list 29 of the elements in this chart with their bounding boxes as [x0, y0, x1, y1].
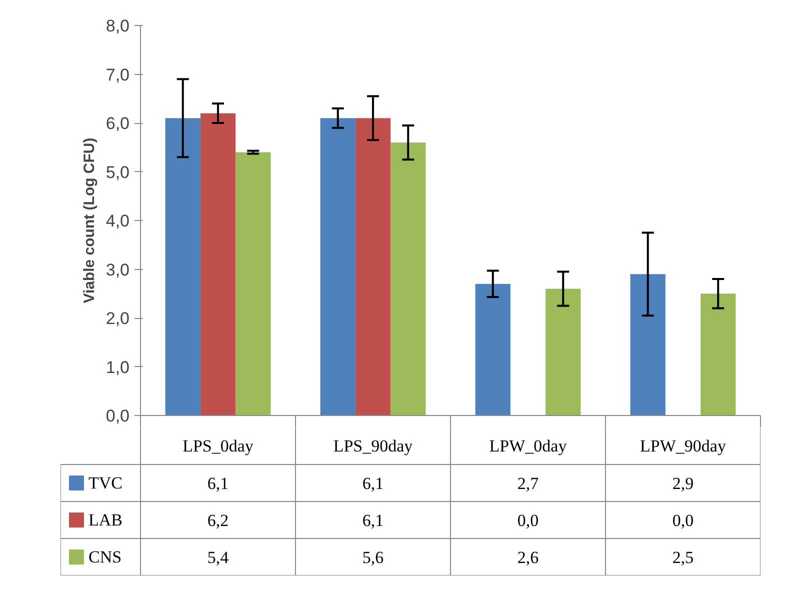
data-label: 2,7 — [517, 474, 540, 493]
y-axis-title: Viable count (Log CFU) — [80, 138, 98, 304]
x-tick-label: LPW_90day — [640, 436, 726, 456]
y-tick-label: 7,0 — [106, 65, 130, 84]
legend-label: TVC — [88, 474, 122, 492]
y-tick-label: 3,0 — [106, 260, 130, 280]
y-tick-label: 0,0 — [106, 406, 130, 426]
data-label: 6,1 — [362, 511, 384, 530]
data-label: 6,2 — [207, 511, 229, 530]
y-tick-label: 8,0 — [106, 16, 130, 36]
data-label: 2,5 — [672, 548, 694, 567]
data-label: 6,1 — [207, 474, 229, 493]
data-label: 2,9 — [672, 474, 694, 493]
x-tick-label: LPW_0day — [489, 436, 568, 456]
data-label: 5,6 — [362, 548, 384, 567]
data-label: 2,6 — [517, 548, 539, 567]
y-tick-label: 1,0 — [106, 358, 130, 377]
y-tick-label: 4,0 — [106, 212, 130, 230]
y-tick-label: 2,0 — [106, 309, 130, 328]
legend-label: CNS — [88, 548, 122, 566]
x-tick-label: LPS_90day — [333, 436, 414, 456]
data-label: 0,0 — [672, 511, 694, 530]
data-label: 6,1 — [362, 474, 384, 493]
y-tick-label: 5,0 — [106, 162, 130, 182]
data-label: 5,4 — [207, 548, 230, 567]
data-label: 0,0 — [517, 511, 539, 530]
legend-label: LAB — [88, 510, 122, 530]
y-tick-label: 6,0 — [106, 114, 130, 133]
x-tick-label: LPS_0day — [182, 436, 254, 456]
